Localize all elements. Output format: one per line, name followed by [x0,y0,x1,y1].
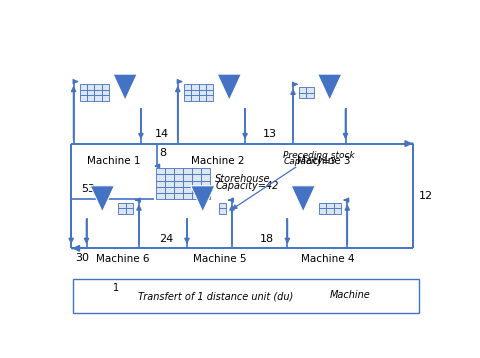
Bar [80,95,87,101]
Bar [174,174,183,180]
Bar [156,193,165,199]
Bar [184,95,191,101]
Bar [174,180,183,187]
Text: Storehouse: Storehouse [215,174,271,184]
Bar [183,193,192,199]
Text: Preceding stock: Preceding stock [283,151,355,160]
Bar [174,193,183,199]
Text: Machine 5: Machine 5 [193,254,247,264]
Bar [174,168,183,174]
Bar [102,90,109,95]
Bar [118,208,126,214]
Bar [156,174,165,180]
Bar [183,180,192,187]
Bar [191,90,199,95]
Bar [165,187,174,193]
Bar [174,187,183,193]
Bar [165,174,174,180]
Bar [201,168,210,174]
Text: Machine 3: Machine 3 [298,156,351,166]
Bar [165,168,174,174]
Bar [199,95,206,101]
Bar [334,203,341,208]
Bar [319,203,326,208]
Bar [206,90,214,95]
Bar [87,90,95,95]
Bar [165,193,174,199]
Bar [118,203,126,208]
Bar [192,174,201,180]
Bar [201,193,210,199]
Text: Machine 2: Machine 2 [192,156,245,166]
Text: Machine 1: Machine 1 [87,156,141,166]
Bar [183,168,192,174]
Bar [306,93,314,98]
Bar [218,203,226,208]
Polygon shape [113,74,137,100]
Bar [95,90,102,95]
Bar [80,90,87,95]
Bar [306,87,314,93]
Polygon shape [313,285,328,301]
Bar [192,193,201,199]
Text: 14: 14 [155,130,169,139]
Bar [206,95,214,101]
Bar [319,208,326,214]
Bar [184,84,191,90]
Bar [156,168,165,174]
Bar [126,208,133,214]
Bar [95,84,102,90]
Text: Machine 6: Machine 6 [96,254,150,264]
Bar [183,174,192,180]
Bar [201,180,210,187]
Text: 8: 8 [160,148,167,158]
Bar [80,84,87,90]
Bar [126,203,133,208]
Polygon shape [191,186,215,212]
Bar [334,208,341,214]
Text: Machine 4: Machine 4 [301,254,355,264]
Bar [87,95,95,101]
Text: Machine: Machine [330,290,371,300]
Bar [102,84,109,90]
Bar [218,208,226,214]
Text: 30: 30 [75,253,89,263]
Text: 18: 18 [259,234,274,244]
Bar [183,187,192,193]
Polygon shape [318,74,342,100]
FancyBboxPatch shape [73,279,419,313]
Bar [299,87,306,93]
Bar [156,180,165,187]
Bar [165,180,174,187]
Bar [201,174,210,180]
Bar [206,84,214,90]
Text: 1: 1 [113,283,119,293]
Text: Transfert of 1 distance unit (du): Transfert of 1 distance unit (du) [138,291,293,301]
Bar [191,84,199,90]
Bar [184,90,191,95]
Bar [201,187,210,193]
Text: 13: 13 [263,130,277,139]
Bar [156,187,165,193]
Bar [191,95,199,101]
Polygon shape [217,74,241,100]
Polygon shape [90,186,114,212]
Bar [102,95,109,101]
Polygon shape [291,186,315,212]
Bar [192,168,201,174]
Text: 53: 53 [81,184,95,194]
Bar [199,84,206,90]
Bar [326,203,334,208]
Bar [299,93,306,98]
Bar [199,90,206,95]
Bar [192,187,201,193]
Text: Capacity=3: Capacity=3 [283,157,336,166]
Text: 12: 12 [419,191,433,201]
Text: 24: 24 [159,234,173,244]
Bar [192,180,201,187]
Bar [87,84,95,90]
Text: Capacity=42: Capacity=42 [215,181,278,191]
Bar [95,95,102,101]
Bar [326,208,334,214]
